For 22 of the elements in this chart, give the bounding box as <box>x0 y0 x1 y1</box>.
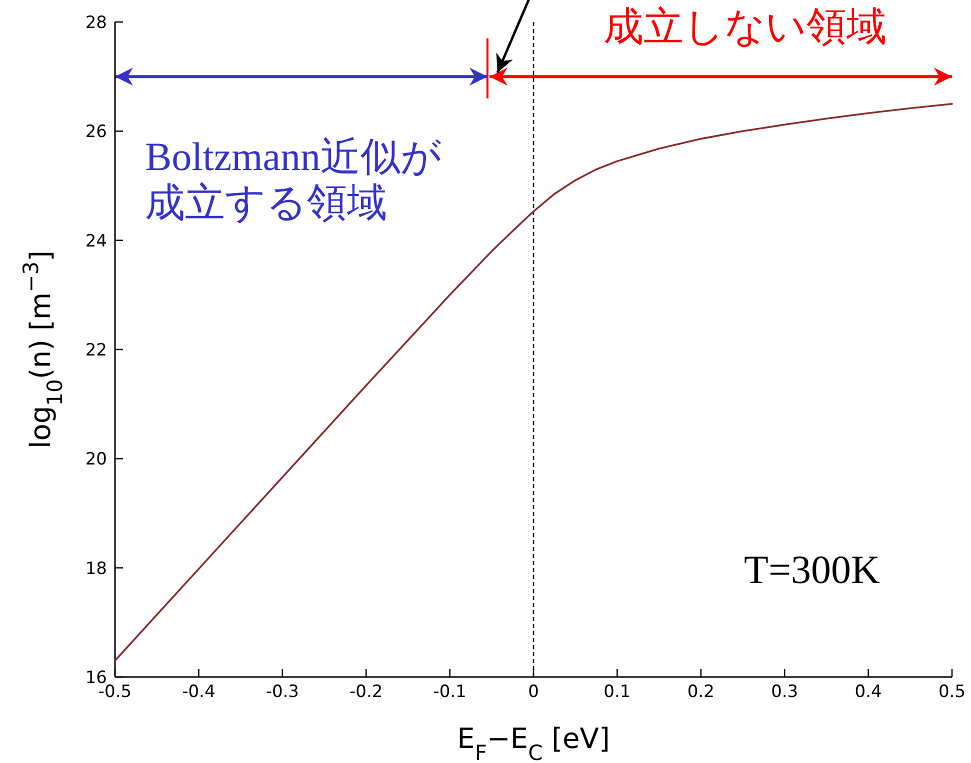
y-tick-label: 24 <box>85 231 107 252</box>
x-tick-label: 0.4 <box>854 682 882 702</box>
x-tick-label: 0.3 <box>771 682 798 702</box>
annotation: T=300K <box>744 547 880 592</box>
y-tick-label: 28 <box>85 13 107 33</box>
annotation: 成立する領域 <box>145 180 387 225</box>
x-tick-label: 0.5 <box>938 682 966 702</box>
x-axis-title: E$_{F}$−E$_{C}$ [eV] <box>457 722 610 763</box>
annotation: 成立しない領域 <box>604 4 886 50</box>
x-tick-label: 0 <box>528 682 539 702</box>
x-tick-label: -0.1 <box>433 682 466 702</box>
x-tick-label: -0.2 <box>350 682 383 702</box>
line-series <box>114 102 953 662</box>
x-tick-label: 0.1 <box>604 682 631 702</box>
y-tick-label: 18 <box>85 558 107 579</box>
y-tick-label: 20 <box>85 450 107 470</box>
y-tick-label: 22 <box>85 340 107 360</box>
x-tick-label: -0.4 <box>182 682 216 702</box>
x-tick-label: -0.3 <box>266 682 299 702</box>
annotation: Boltzmann近似が <box>145 134 442 179</box>
x-tick-label: 0.2 <box>687 682 714 702</box>
y-tick-label: 26 <box>85 122 107 142</box>
